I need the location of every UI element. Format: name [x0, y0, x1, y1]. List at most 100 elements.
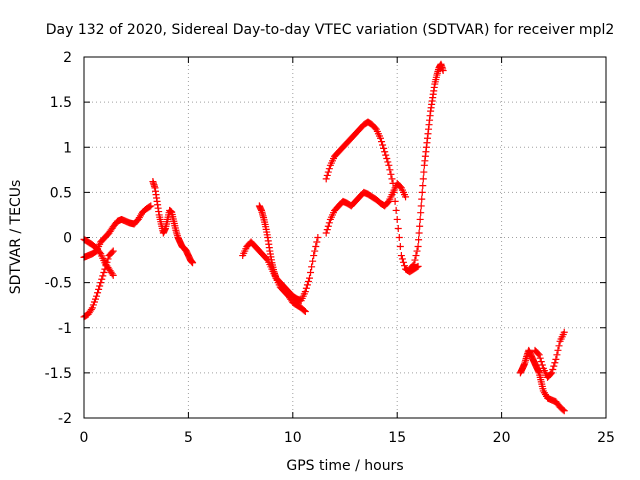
data-point [147, 202, 155, 210]
chart-title: Day 132 of 2020, Sidereal Day-to-day VTE… [46, 22, 615, 38]
data-point [536, 354, 544, 362]
data-point [146, 203, 154, 211]
series-seg-h [322, 179, 410, 237]
series-seg-e [239, 234, 322, 305]
series-seg-c [80, 247, 117, 321]
data-point [310, 252, 318, 260]
data-point [538, 361, 546, 369]
data-point [101, 265, 109, 273]
data-point [398, 255, 406, 263]
data-point [412, 252, 420, 260]
x-tick-label: 20 [493, 430, 511, 446]
x-tick-label: 25 [597, 430, 615, 446]
data-point [414, 243, 422, 251]
data-point [376, 134, 384, 142]
data-point [301, 288, 309, 296]
data-point [312, 243, 320, 251]
data-point [104, 255, 112, 263]
data-point [549, 365, 557, 373]
data-point [399, 258, 407, 266]
data-point [87, 305, 95, 313]
data-point [322, 229, 330, 237]
data-point [418, 195, 426, 203]
data-point [109, 247, 117, 255]
data-point [304, 277, 312, 285]
plot-frame [83, 56, 607, 419]
data-point [419, 175, 427, 183]
y-tick-label: 2 [63, 50, 72, 66]
data-point [108, 248, 116, 256]
data-point [385, 161, 393, 169]
data-point [417, 202, 425, 210]
data-point [381, 148, 389, 156]
data-point [439, 67, 447, 75]
y-tick-label: 1 [63, 140, 72, 156]
x-tick-label: 15 [388, 430, 406, 446]
data-point [413, 247, 421, 255]
data-point [314, 234, 322, 241]
data-point [323, 226, 331, 234]
x-tick-label: 5 [184, 430, 193, 446]
y-tick-label: -1 [58, 321, 72, 337]
data-point [324, 168, 332, 176]
data-point [189, 259, 197, 267]
data-point [301, 308, 309, 316]
data-point [554, 346, 562, 354]
data-point [388, 175, 396, 183]
data-point [384, 158, 392, 166]
data-point [409, 262, 417, 270]
data-point [325, 219, 333, 227]
series-seg-f [255, 202, 309, 316]
x-tick-label: 0 [80, 430, 89, 446]
data-point [397, 252, 405, 260]
data-point [325, 165, 333, 173]
y-tick-label: 1.5 [50, 95, 72, 111]
data-point [93, 292, 101, 300]
data-point [548, 369, 556, 377]
series-seg-b [80, 202, 155, 261]
data-point [547, 370, 555, 378]
data-point [324, 222, 332, 230]
series-seg-i [406, 60, 447, 273]
data-point [396, 243, 404, 251]
data-point [103, 258, 111, 266]
data-point [379, 141, 387, 149]
data-point [387, 170, 395, 178]
y-tick-label: 0 [63, 231, 72, 247]
data-point [559, 406, 567, 414]
data-point [306, 274, 314, 282]
data-point [96, 282, 104, 290]
axis-ticks: 0 5 10 15 20 25 -2 -1.5 -1 -0.5 0 0.5 1 1.5 2 [45, 50, 615, 446]
data-point [420, 168, 428, 176]
y-tick-label: -1.5 [45, 366, 72, 382]
series-seg-g [322, 118, 422, 276]
data-point [392, 206, 400, 214]
data-point [300, 307, 308, 315]
data-point [303, 281, 311, 289]
data-point [322, 175, 330, 183]
data-point [560, 407, 568, 415]
data-point [560, 328, 568, 336]
data-point [302, 284, 310, 292]
data-point [108, 270, 116, 278]
data-point [552, 355, 560, 363]
x-axis-label: GPS time / hours [286, 458, 403, 474]
data-point [555, 342, 563, 350]
data-point [393, 215, 401, 223]
data-point [378, 138, 386, 146]
data-point [534, 350, 542, 358]
data-point [90, 298, 98, 306]
data-point [402, 193, 410, 201]
data-point [401, 262, 409, 270]
data-point [308, 263, 316, 271]
data-point [415, 236, 423, 244]
data-point [323, 171, 331, 179]
data-point [537, 358, 545, 366]
data-point [550, 362, 558, 370]
series-seg-k [531, 328, 568, 381]
data-point [98, 275, 106, 283]
data-point [417, 209, 425, 217]
data-point [91, 295, 99, 303]
data-point [95, 285, 103, 293]
